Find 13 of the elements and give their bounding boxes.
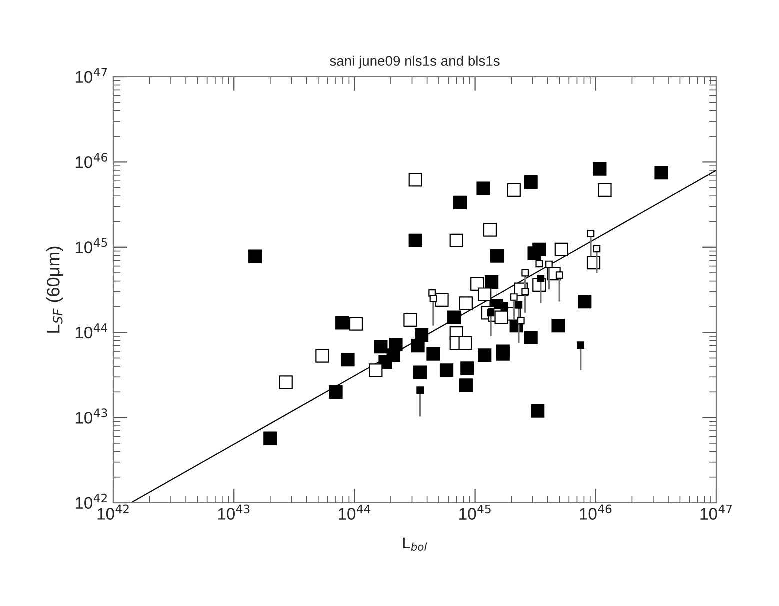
y-tick-label: 10$^{43}$ bbox=[76, 408, 108, 424]
chart-title: sani june09 nls1s and bls1s bbox=[330, 56, 500, 69]
x-axis-title: L$_{bol}$ bbox=[403, 538, 428, 551]
x-tick-label: 10$^{43}$ bbox=[218, 504, 250, 520]
y-tick-label: 10$^{46}$ bbox=[76, 153, 108, 168]
y-axis-title: L$_{SF}$ (60μm) bbox=[46, 246, 64, 333]
x-tick-label: 10$^{44}$ bbox=[338, 504, 371, 520]
y-tick-label: 10$^{47}$ bbox=[76, 68, 108, 84]
x-tick-label: 10$^{47}$ bbox=[700, 504, 732, 520]
x-tick-label: 10$^{45}$ bbox=[460, 504, 491, 520]
y-tick-label: 10$^{44}$ bbox=[76, 324, 108, 339]
y-tick-label: 10$^{45}$ bbox=[76, 238, 108, 254]
x-tick-label: 10$^{46}$ bbox=[580, 504, 612, 520]
